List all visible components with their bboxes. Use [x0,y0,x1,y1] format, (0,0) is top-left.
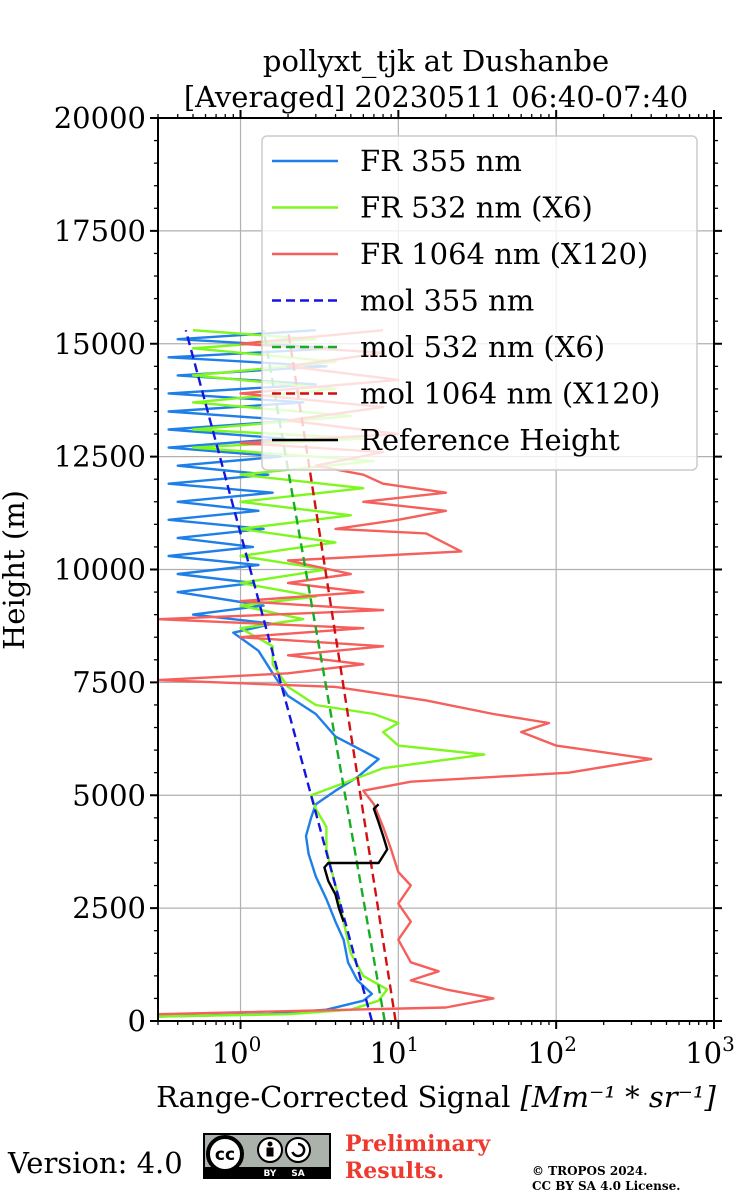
preliminary-line-1: Preliminary [345,1131,491,1157]
y-tick-labels: 0 2500 5000 7500 10000 12500 15000 17500 20000 [54,101,146,1038]
legend: FR 355 nm FR 532 nm (X6) FR 1064 nm (X120)… [261,135,698,471]
y-tick-label: 10000 [54,553,146,587]
x-tick-label: 102 [527,1032,577,1070]
chart-title: pollyxt_tjk at Dushanbe [263,44,609,79]
sa-share-alike-icon [285,1137,311,1163]
y-tick-label: 5000 [72,778,146,812]
legend-label-2: FR 1064 nm (X120) [360,237,648,271]
lidar-profile-chart: pollyxt_tjk at Dushanbe [Averaged] 20230… [0,44,735,1114]
series-line-3 [184,329,374,1021]
y-tick-label: 12500 [54,440,146,474]
legend-label-0: FR 355 nm [360,144,522,178]
series-line-4 [262,329,386,1021]
legend-label-6: Reference Height [360,423,620,457]
version-label: Version: 4.0 [8,1146,183,1180]
legend-box [261,135,698,471]
x-axis-label: Range-Corrected Signal [Mm⁻¹ * sr⁻¹] [156,1080,716,1114]
preliminary-line-2: Results. [345,1158,445,1184]
x-axis-label-unit: [Mm⁻¹ * sr⁻¹] [520,1080,716,1114]
copyright-line-1: © TROPOS 2024. [532,1164,648,1178]
x-tick-labels: 100 101 102 103 [212,1032,735,1070]
legend-label-5: mol 1064 nm (X120) [360,377,661,411]
x-tick-label: 101 [370,1032,420,1070]
cc-by-sa-badge: cc BY SA [203,1133,331,1179]
chart-subtitle: [Averaged] 20230511 06:40-07:40 [184,80,688,114]
x-axis-label-text: Range-Corrected Signal [156,1080,510,1114]
legend-label-3: mol 355 nm [360,284,534,318]
axis-ticks [150,110,722,1029]
y-tick-label: 15000 [54,327,146,361]
copyright-line-2: CC BY SA 4.0 License. [532,1179,681,1193]
x-tick-label: 103 [685,1032,735,1070]
y-tick-label: 0 [128,1004,146,1038]
legend-label-4: mol 532 nm (X6) [360,330,605,364]
y-tick-label: 7500 [72,665,146,699]
preliminary-results-note: Preliminary Results. [345,1131,490,1185]
legend-label-1: FR 532 nm (X6) [360,191,593,225]
cc-icon-text: cc [215,1145,235,1165]
y-tick-label: 17500 [54,214,146,248]
copyright-note: © TROPOS 2024. CC BY SA 4.0 License. [532,1164,680,1194]
by-label: BY [264,1169,277,1179]
y-axis-label: Height (m) [0,490,31,650]
x-tick-label: 100 [212,1032,262,1070]
sa-label: SA [291,1169,304,1179]
y-tick-label: 20000 [54,101,146,135]
series-line-6 [323,803,389,923]
y-tick-label: 2500 [72,891,146,925]
cc-icon [206,1135,244,1173]
